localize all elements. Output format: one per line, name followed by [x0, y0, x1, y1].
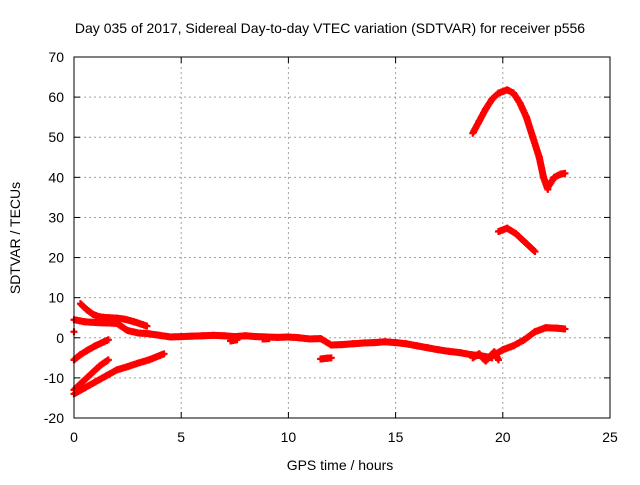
data-point: [143, 322, 151, 330]
y-tick-label: 70: [48, 49, 64, 65]
series-small-segment-1: [227, 336, 241, 345]
data-point: [265, 335, 273, 343]
data-point: [561, 169, 569, 177]
data-point: [495, 356, 503, 364]
y-tick-label: 40: [48, 169, 64, 185]
x-tick-label: 10: [281, 429, 297, 445]
series-small-segment-2: [259, 335, 273, 343]
x-tick-label: 5: [177, 429, 185, 445]
x-tick-label: 15: [388, 429, 404, 445]
series-rise-branch-c: [70, 350, 168, 398]
x-tick-label: 0: [70, 429, 78, 445]
y-tick-label: 0: [56, 330, 64, 346]
grid: [74, 57, 610, 418]
plot-frame: [73, 56, 611, 419]
y-tick-label: 60: [48, 89, 64, 105]
series-arc-tail: [544, 169, 569, 191]
y-tick-label: 10: [48, 290, 64, 306]
series-early-descent: [76, 300, 151, 330]
x-axis-label: GPS time / hours: [287, 457, 394, 473]
chart-title: Day 035 of 2017, Sidereal Day-to-day VTE…: [75, 20, 585, 36]
x-tick-label: 20: [495, 429, 511, 445]
data-point: [104, 356, 112, 364]
y-tick-label: 30: [48, 209, 64, 225]
axes: 0 5 10 15 20 25 -20 -10 0 10 20 30 40 50 60 70: [44, 49, 618, 445]
data-point: [531, 248, 539, 256]
series-rise-branch-a: [70, 336, 112, 364]
series-arc-upper: [469, 86, 552, 193]
y-axis-label: SDTVAR / TECUs: [7, 182, 23, 294]
y-tick-label: -10: [44, 370, 64, 386]
series-late-noise: [469, 348, 503, 365]
data-point: [160, 350, 168, 358]
data-point: [233, 336, 241, 344]
y-tick-label: 50: [48, 129, 64, 145]
data-point: [104, 336, 112, 344]
series-mid-segment: [495, 224, 539, 256]
data-point: [561, 325, 569, 333]
data-point: [327, 354, 335, 362]
data-layer: [70, 86, 569, 398]
y-tick-label: -20: [44, 410, 64, 426]
y-tick-label: 20: [48, 250, 64, 266]
series-late-rise: [488, 324, 569, 360]
series-small-segment-3: [317, 354, 335, 363]
x-tick-label: 25: [602, 429, 618, 445]
